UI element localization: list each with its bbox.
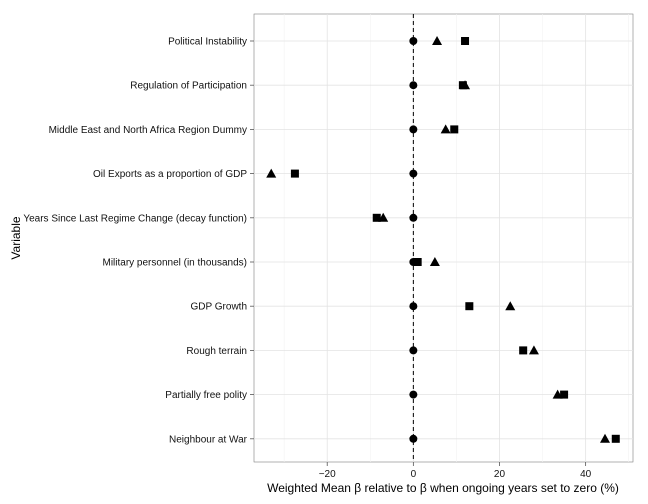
x-axis-title: Weighted Mean β relative to β when ongoi…: [267, 481, 619, 495]
y-tick-label: Regulation of Participation: [130, 81, 247, 92]
square-marker: [290, 169, 299, 178]
square-marker: [465, 302, 474, 311]
circle-marker: [409, 125, 418, 134]
triangle-marker: [378, 212, 389, 222]
y-tick-label: Partially free polity: [165, 390, 247, 401]
y-axis-title: Variable: [9, 216, 23, 259]
square-marker: [611, 434, 620, 443]
triangle-marker: [552, 389, 563, 399]
triangle-marker: [600, 433, 611, 443]
triangle-marker: [528, 345, 539, 355]
circle-marker: [409, 302, 418, 311]
circle-marker: [409, 169, 418, 178]
circle-marker: [409, 213, 418, 222]
y-tick-label: Military personnel (in thousands): [102, 258, 247, 269]
circle-marker: [409, 434, 418, 443]
circle-marker: [409, 81, 418, 90]
y-tick-label: Oil Exports as a proportion of GDP: [93, 169, 247, 180]
y-tick-labels: Political Instability Regulation of Parti…: [23, 37, 254, 445]
data-markers: [266, 36, 620, 443]
plot-panel: [253, 13, 634, 463]
x-tick-label: −20: [319, 469, 336, 480]
y-tick-label: Rough terrain: [186, 346, 247, 357]
y-tick-label: Middle East and North Africa Region Dumm…: [49, 125, 247, 136]
square-marker: [461, 37, 470, 45]
circle-marker: [409, 390, 418, 399]
circle-marker: [409, 346, 418, 355]
square-marker: [372, 213, 381, 222]
square-marker: [560, 390, 569, 399]
y-tick-label: Neighbour at War: [169, 434, 248, 445]
square-marker: [450, 125, 459, 134]
x-tick-labels: −20 0 20 40: [319, 462, 592, 480]
triangle-marker: [266, 168, 277, 178]
circle-marker: [409, 37, 418, 45]
triangle-marker: [432, 36, 443, 45]
x-tick-label: 20: [494, 469, 506, 480]
triangle-marker: [440, 124, 451, 134]
triangle-marker: [460, 80, 471, 90]
y-tick-label: Years Since Last Regime Change (decay fu…: [23, 213, 247, 224]
square-marker: [413, 258, 422, 266]
x-tick-label: 40: [580, 469, 592, 480]
y-tick-label: GDP Growth: [191, 302, 248, 313]
y-tick-label: Political Instability: [168, 37, 247, 48]
triangle-marker: [505, 301, 516, 311]
square-marker: [519, 346, 528, 355]
triangle-marker: [429, 257, 440, 266]
x-tick-label: 0: [411, 469, 417, 480]
